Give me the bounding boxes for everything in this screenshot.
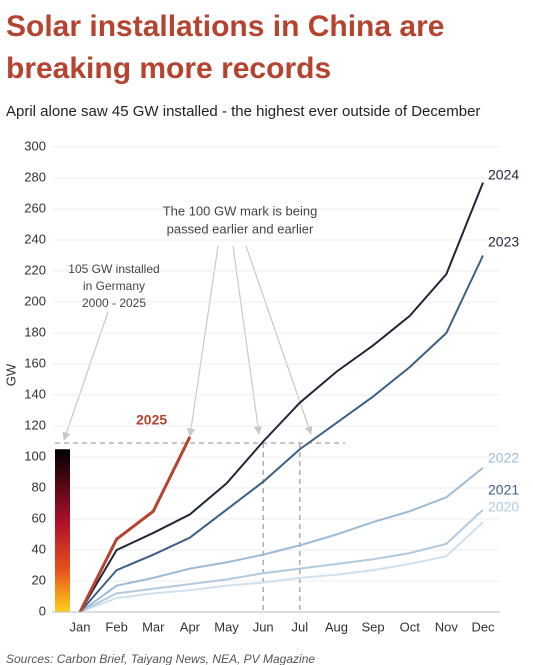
y-tick-label: 180 xyxy=(24,324,46,339)
series-line xyxy=(79,182,484,613)
source: Sources: Carbon Brief, Taiyang News, NEA… xyxy=(6,652,315,665)
chart-title: Solar installations in China are xyxy=(6,10,444,43)
x-tick-label: Jun xyxy=(253,619,274,634)
x-tick-label: Jan xyxy=(70,619,91,634)
y-tick-label: 40 xyxy=(32,541,46,556)
series-line xyxy=(79,508,484,613)
y-tick-label: 100 xyxy=(24,448,46,463)
y-tick-label: 0 xyxy=(39,603,46,618)
y-tick-label: 200 xyxy=(24,293,46,308)
series-line xyxy=(79,521,484,613)
y-tick-label: 240 xyxy=(24,231,46,246)
x-tick-label: Dec xyxy=(471,619,495,634)
annotation: in Germany xyxy=(83,279,145,293)
chart-title: breaking more records xyxy=(6,52,331,85)
y-tick-label: 220 xyxy=(24,262,46,277)
legend-label: 2024 xyxy=(488,167,519,183)
x-tick-label: Apr xyxy=(180,619,201,634)
series-line xyxy=(79,255,484,613)
series-line xyxy=(78,436,192,613)
germany-bar xyxy=(55,449,70,612)
y-tick-label: 160 xyxy=(24,355,46,370)
x-tick-label: Sep xyxy=(362,619,385,634)
legend-label: 2020 xyxy=(488,499,519,515)
legend-label: 2025 xyxy=(136,412,167,428)
x-tick-label: Mar xyxy=(142,619,165,634)
y-tick-label: 120 xyxy=(24,417,46,432)
annotation: passed earlier and earlier xyxy=(167,221,314,236)
x-tick-label: Jul xyxy=(292,619,309,634)
y-tick-label: 300 xyxy=(24,138,46,153)
y-axis-label: GW xyxy=(3,363,18,386)
x-tick-label: May xyxy=(214,619,239,634)
y-tick-label: 20 xyxy=(32,572,46,587)
y-tick-label: 60 xyxy=(32,510,46,525)
x-tick-label: Aug xyxy=(325,619,348,634)
legend-label: 2023 xyxy=(488,234,519,250)
y-tick-label: 140 xyxy=(24,386,46,401)
x-tick-label: Feb xyxy=(105,619,127,634)
annotation: 105 GW installed xyxy=(68,262,159,276)
y-tick-label: 280 xyxy=(24,169,46,184)
annotation: 2000 - 2025 xyxy=(82,296,146,310)
x-tick-label: Oct xyxy=(400,619,421,634)
subtitle: April alone saw 45 GW installed - the hi… xyxy=(6,103,480,120)
annotation: The 100 GW mark is being xyxy=(163,203,318,218)
series-line xyxy=(79,467,484,613)
legend-label: 2022 xyxy=(488,450,519,466)
legend-label: 2021 xyxy=(488,482,519,498)
y-tick-label: 80 xyxy=(32,479,46,494)
x-tick-label: Nov xyxy=(435,619,459,634)
y-tick-label: 260 xyxy=(24,200,46,215)
